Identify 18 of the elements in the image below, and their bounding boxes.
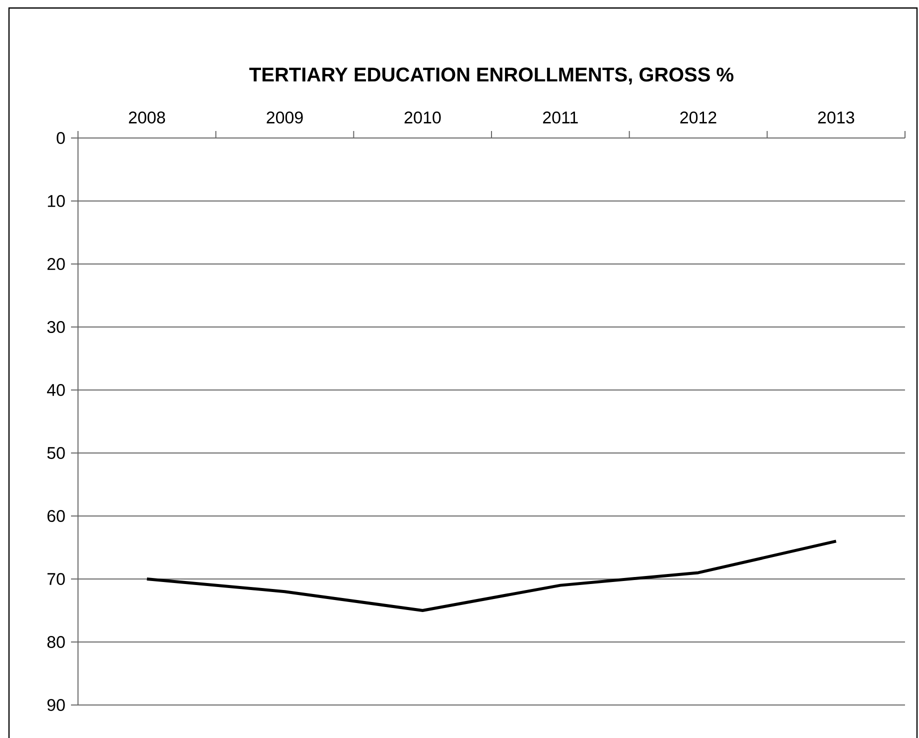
- line-series: [145, 540, 838, 612]
- chart-title: TERTIARY EDUCATION ENROLLMENTS, GROSS %: [249, 68, 734, 85]
- y-tick-label: 10: [48, 195, 65, 208]
- x-tick-label: 2010: [404, 111, 441, 124]
- y-tick-label: 30: [47, 321, 65, 334]
- y-tick-label: 20: [48, 258, 65, 270]
- y-tick-label: 80: [47, 636, 65, 648]
- x-tick-label: 2013: [818, 111, 854, 124]
- x-tick-label: 2009: [266, 111, 303, 124]
- y-tick-label: 40: [47, 384, 65, 396]
- y-tick-label: 50: [47, 447, 65, 460]
- y-tick-label: 60: [48, 510, 65, 522]
- y-tick-label: 0: [56, 132, 65, 144]
- x-tick-label: 2011: [543, 111, 578, 124]
- y-tick-label: 90: [47, 699, 65, 712]
- x-tick-label: 2012: [680, 111, 716, 124]
- y-tick-label: 70: [48, 573, 65, 586]
- x-tick-label: 2008: [128, 111, 166, 124]
